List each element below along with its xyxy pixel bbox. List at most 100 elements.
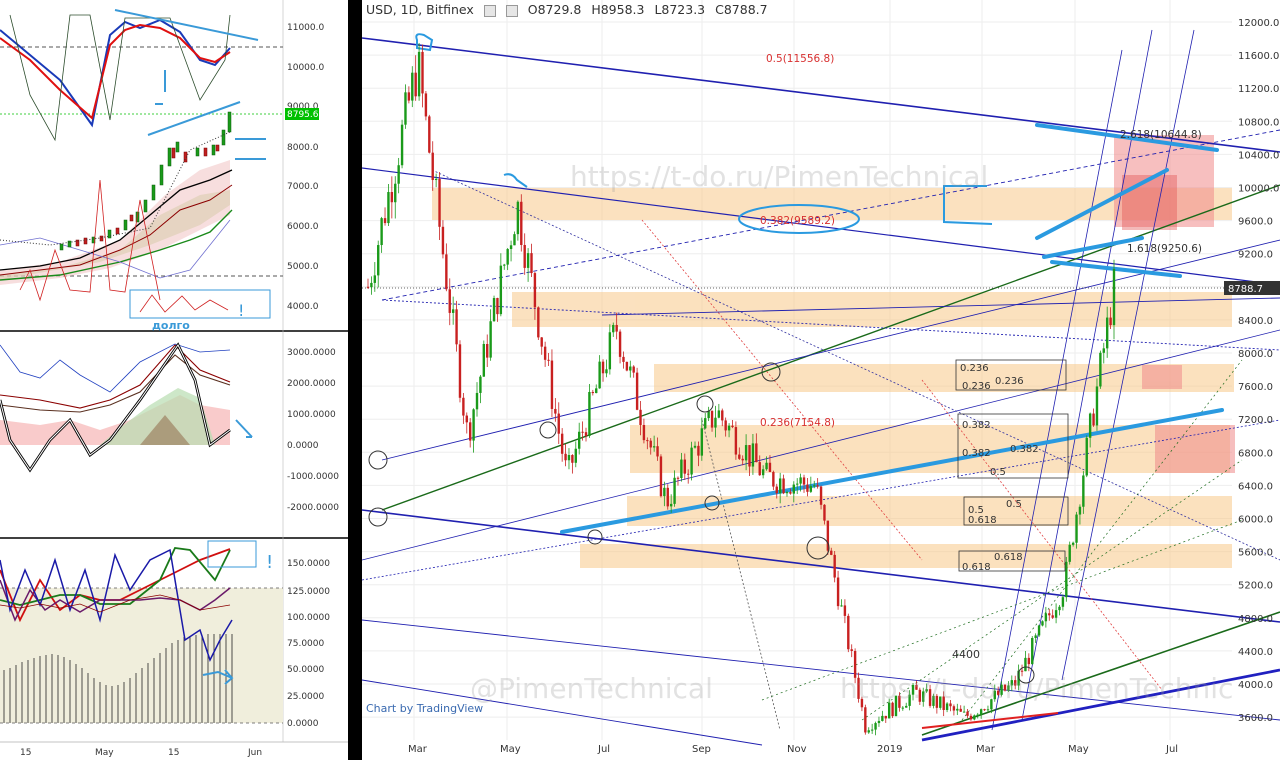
tick: 7000.0	[287, 182, 319, 192]
candle-body	[390, 192, 394, 203]
tick: 2000.0000	[287, 379, 336, 389]
candle-body	[1003, 684, 1007, 691]
fib-label: 0.382	[962, 448, 991, 459]
candle-body	[530, 253, 533, 274]
candle-body	[945, 703, 949, 710]
fib-box-labels: 0.236 0.236 0.236 0.382 0.382 0.382 0.5 …	[960, 363, 1039, 573]
candle-body	[1061, 597, 1065, 607]
candle-body	[448, 289, 451, 313]
candle-body	[462, 397, 465, 416]
candle-body	[472, 409, 475, 441]
candle-body	[870, 729, 874, 731]
candle-body	[789, 492, 792, 494]
candle-body	[673, 477, 676, 504]
candle-body	[877, 720, 881, 724]
tick: 150.0000	[287, 559, 330, 569]
candle-body	[669, 503, 673, 507]
candle-body	[424, 93, 428, 117]
candle-body	[850, 649, 853, 651]
candle-body	[802, 477, 806, 485]
candle-body	[884, 715, 887, 719]
y-tick: 6400.0	[1238, 481, 1273, 492]
ohlc-open: O8729.8	[527, 2, 582, 17]
candle-body	[540, 337, 543, 347]
candle-body	[445, 254, 448, 290]
y-tick: 11200.0	[1238, 84, 1279, 95]
candle-body	[806, 484, 809, 492]
candle-body	[939, 696, 942, 708]
candle-body	[949, 703, 952, 707]
candle-body	[1078, 506, 1082, 515]
candle-body	[615, 324, 618, 332]
fib-2618-label: 2.618(10644.8)	[1120, 129, 1202, 141]
candle-body	[370, 282, 373, 288]
candle-body	[496, 298, 499, 315]
candle-body	[1105, 317, 1109, 349]
candle-body	[830, 550, 833, 555]
tick: 0.0000	[287, 719, 319, 729]
candle-body	[380, 218, 383, 246]
candle-body	[663, 487, 666, 497]
candle-body	[574, 448, 577, 463]
ohlc-low: L8723.3	[654, 2, 706, 17]
ohlc-close: C8788.7	[715, 2, 768, 17]
candle-body	[724, 420, 727, 431]
candle-body	[676, 477, 680, 479]
tick: Jul	[597, 744, 610, 755]
candle-body	[417, 51, 421, 97]
candle-body	[479, 376, 482, 393]
candle-body	[857, 677, 860, 699]
last-price: 8788.7	[1228, 284, 1263, 295]
candle-body	[421, 51, 424, 94]
tradingview-credit[interactable]: Chart by TradingView	[366, 702, 484, 715]
fib-top-label: 0.5(11556.8)	[766, 53, 834, 65]
y-tick: 10400.0	[1238, 150, 1279, 161]
candle-body	[908, 694, 911, 706]
candle-body	[727, 425, 731, 431]
candle-body	[1031, 638, 1034, 665]
candle-body	[523, 244, 526, 268]
candle-body	[744, 445, 748, 461]
tick: May	[500, 744, 521, 755]
candle-body	[1051, 615, 1054, 618]
candle-body	[905, 705, 908, 708]
visibility-icon[interactable]	[505, 4, 518, 17]
main-chart: 0.236 0.236 0.236 0.382 0.382 0.382 0.5 …	[362, 0, 1280, 755]
tick: 0.0000	[287, 441, 319, 451]
y-tick: 9200.0	[1238, 250, 1273, 261]
panel-divider	[348, 0, 362, 760]
candle-body	[761, 469, 765, 476]
candle-body	[1034, 635, 1037, 639]
resistance-zones	[1114, 135, 1235, 473]
candle-body	[506, 249, 509, 265]
candle-body	[1095, 386, 1099, 426]
tick: 75.0000	[287, 639, 324, 649]
settings-icon[interactable]	[483, 4, 496, 17]
candle-body	[366, 286, 370, 288]
y-tick: 11600.0	[1238, 51, 1279, 62]
candle-body	[775, 486, 778, 494]
main-y-axis: 12000.0 11600.0 11200.0 10800.0 10400.0 10000…	[1238, 18, 1279, 724]
candle-body	[731, 425, 734, 428]
candle-body	[373, 275, 377, 283]
candle-body	[874, 723, 877, 730]
candle-body	[748, 445, 751, 467]
left-macd-axis: 3000.0000 2000.0000 1000.0000 0.0000 -10…	[287, 348, 339, 513]
candle-body	[571, 455, 574, 463]
candle-body	[404, 92, 407, 125]
candle-body	[635, 372, 639, 410]
candle-body	[516, 201, 520, 235]
candle-body	[901, 707, 905, 709]
candle-body	[601, 361, 605, 374]
candle-body	[1048, 613, 1051, 616]
candle-body	[986, 709, 990, 711]
candle-body	[482, 343, 486, 377]
candle-body	[768, 462, 772, 472]
candle-body	[734, 427, 738, 455]
candle-body	[1007, 685, 1010, 691]
candle-body	[1020, 670, 1024, 672]
candle-body	[969, 715, 973, 720]
tick: 5000.0	[287, 262, 319, 272]
candle-body	[475, 392, 479, 410]
candle-body	[383, 218, 387, 224]
